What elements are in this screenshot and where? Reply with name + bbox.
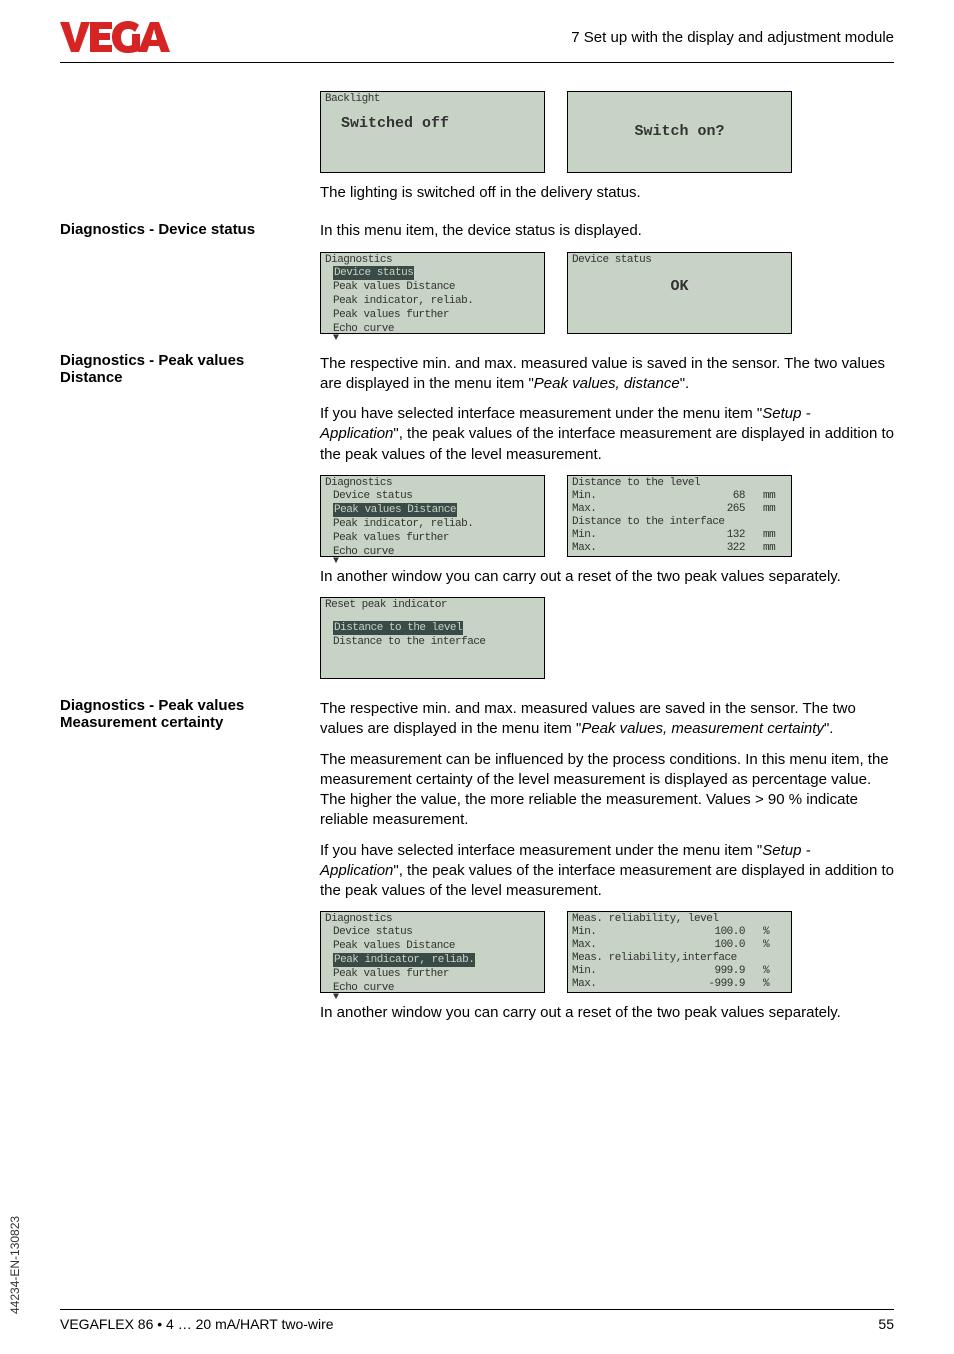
lcd-backlight-prompt: Switch on?	[567, 91, 792, 173]
menu-item: Peak values further	[333, 308, 540, 322]
body-text: The lighting is switched off in the deli…	[320, 183, 894, 203]
menu-item: Peak values further	[333, 967, 540, 981]
lcd-subtitle: Meas. reliability, level	[572, 913, 787, 926]
scroll-arrow-icon: ▼	[325, 559, 540, 565]
menu-item: Device status	[333, 489, 540, 503]
menu-item: Peak values Distance	[333, 280, 540, 294]
footer-page-number: 55	[878, 1316, 894, 1332]
menu-item: Device status	[333, 266, 414, 280]
menu-item: Echo curve	[333, 545, 540, 559]
lcd-reset-peak: Reset peak indicator Distance to the lev…	[320, 597, 545, 679]
menu-item: Echo curve	[333, 981, 540, 995]
menu-item: Peak indicator, reliab.	[333, 953, 475, 967]
menu-item: Distance to the level	[333, 621, 463, 635]
body-text: The respective min. and max. measured va…	[320, 699, 894, 740]
lcd-reliability-values: Meas. reliability, level Min.100.0% Max.…	[567, 911, 792, 993]
lcd-diagnostics-menu: Diagnostics Device status Peak values Di…	[320, 475, 545, 557]
menu-item: Peak values Distance	[333, 503, 457, 517]
vega-logo	[60, 20, 170, 54]
lcd-distance-values: Distance to the level Min.68mm Max.265mm…	[567, 475, 792, 557]
lcd-value: Switch on?	[634, 123, 724, 140]
header-rule	[60, 62, 894, 63]
lcd-backlight-state: Backlight Switched off	[320, 91, 545, 173]
lcd-subtitle: Distance to the level	[572, 477, 787, 490]
lcd-value: Switched off	[341, 115, 449, 132]
lcd-title: Diagnostics	[325, 913, 540, 925]
body-text: In another window you can carry out a re…	[320, 1003, 894, 1023]
body-text: If you have selected interface measureme…	[320, 841, 894, 902]
body-text: If you have selected interface measureme…	[320, 404, 894, 465]
body-text: The respective min. and max. measured va…	[320, 354, 894, 395]
menu-item: Peak indicator, reliab.	[333, 294, 540, 308]
lcd-title: Backlight	[325, 93, 540, 105]
scroll-arrow-icon: ▼	[325, 995, 540, 1001]
lcd-title: Diagnostics	[325, 477, 540, 489]
lcd-diagnostics-menu: Diagnostics Device status Peak values Di…	[320, 911, 545, 993]
scroll-arrow-icon: ▼	[325, 336, 540, 342]
menu-item: Device status	[333, 925, 540, 939]
lcd-subtitle: Meas. reliability,interface	[572, 952, 787, 965]
menu-item: Echo curve	[333, 322, 540, 336]
section-label: Diagnostics - Peak values Distance	[60, 352, 310, 386]
lcd-diagnostics-menu: Diagnostics Device status Peak values Di…	[320, 252, 545, 334]
lcd-title: Diagnostics	[325, 254, 540, 266]
side-doc-id: 44234-EN-130823	[8, 1216, 22, 1314]
footer-left: VEGAFLEX 86 • 4 … 20 mA/HART two-wire	[60, 1316, 334, 1332]
section-label: Diagnostics - Peak values Measurement ce…	[60, 697, 310, 731]
lcd-device-status: Device status OK	[567, 252, 792, 334]
section-label: Diagnostics - Device status	[60, 221, 310, 238]
menu-item: Distance to the interface	[333, 635, 540, 649]
body-text: The measurement can be influenced by the…	[320, 750, 894, 831]
menu-item: Peak values Distance	[333, 939, 540, 953]
lcd-title: Reset peak indicator	[325, 599, 540, 611]
menu-item: Peak indicator, reliab.	[333, 517, 540, 531]
header-title: 7 Set up with the display and adjustment…	[571, 29, 894, 46]
body-text: In this menu item, the device status is …	[320, 221, 894, 241]
lcd-title: Device status	[572, 254, 787, 266]
body-text: In another window you can carry out a re…	[320, 567, 894, 587]
lcd-subtitle: Distance to the interface	[572, 516, 787, 529]
menu-item: Peak values further	[333, 531, 540, 545]
lcd-value: OK	[670, 278, 688, 295]
